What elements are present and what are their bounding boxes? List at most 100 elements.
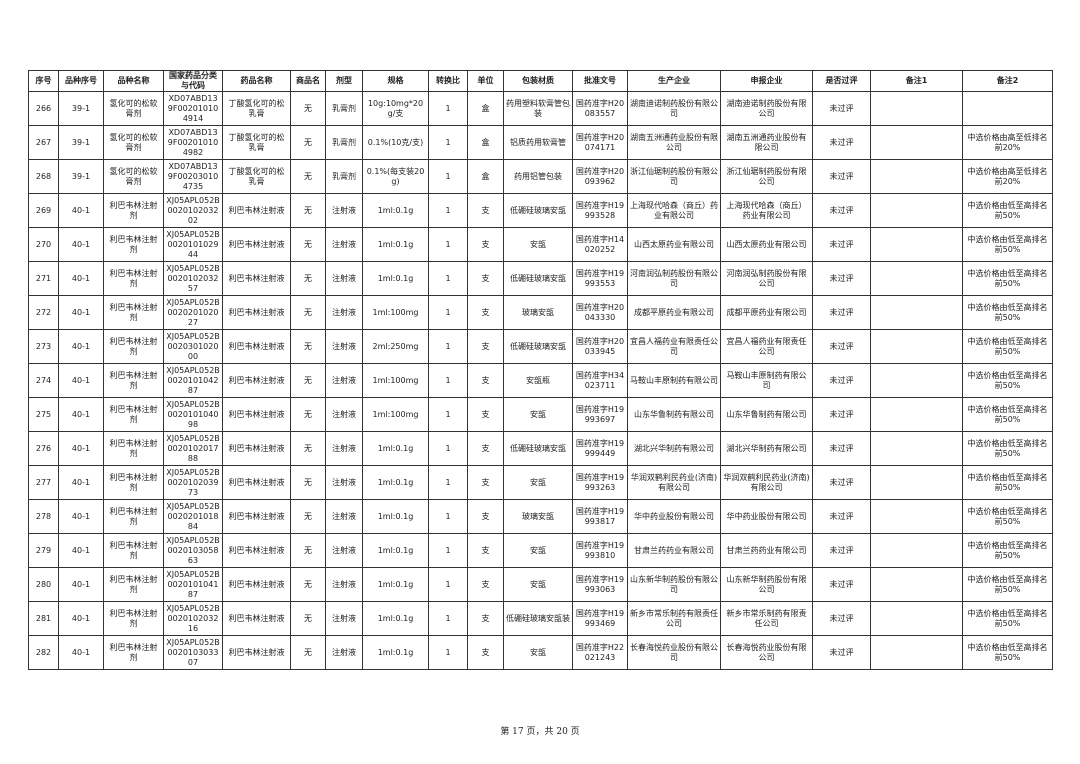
- table-cell: 新乡市常乐制药有限责任公司: [720, 601, 813, 636]
- table-cell: 利巴韦林注射剂: [103, 329, 164, 364]
- table-cell: 39-1: [58, 159, 104, 194]
- table-row: 277 40-1 利巴韦林注射剂 XJ05APL052B002010203973 利巴韦…: [28, 465, 1053, 500]
- table-cell: 安瓿: [503, 227, 573, 262]
- table-cell: 利巴韦林注射液: [222, 397, 291, 432]
- table-cell: 未过评: [812, 533, 871, 568]
- table-cell: 未过评: [812, 397, 871, 432]
- drug-table: 序号 品种序号 品种名称 国家药品分类与代码 药品名称 商品名 剂型 规格 转换比 单位 包装材质批…: [28, 70, 1053, 670]
- table-cell: 湖北兴华制药有限公司: [720, 431, 813, 466]
- table-cell: 无: [290, 533, 326, 568]
- table-cell: 丁酸氢化可的松乳膏: [222, 125, 291, 160]
- table-cell: 中选价格由低至高排名前50%: [962, 465, 1053, 500]
- table-cell: 1: [428, 193, 468, 228]
- table-cell: 药用塑料软膏管包装: [503, 91, 573, 126]
- table-cell: 1ml:100mg: [362, 363, 429, 398]
- table-cell: 无: [290, 91, 326, 126]
- table-cell: 利巴韦林注射液: [222, 431, 291, 466]
- table-cell: 未过评: [812, 261, 871, 296]
- table-cell: 国药准字H14020252: [572, 227, 628, 262]
- table-cell: 湖北兴华制药有限公司: [627, 431, 721, 466]
- table-row: 282 40-1 利巴韦林注射剂 XJ05APL052B002010303307 利巴韦…: [28, 635, 1053, 670]
- table-cell: 利巴韦林注射剂: [103, 431, 164, 466]
- table-cell: 安瓿: [503, 465, 573, 500]
- table-cell: 华中药业股份有限公司: [627, 499, 721, 534]
- table-cell: 1: [428, 227, 468, 262]
- table-cell: 甘肃兰药药业有限公司: [720, 533, 813, 568]
- table-cell: 无: [290, 363, 326, 398]
- table-cell: 利巴韦林注射液: [222, 601, 291, 636]
- table-cell: 无: [290, 601, 326, 636]
- header-cell: 批准文号: [572, 70, 628, 92]
- table-row: 268 39-1 氢化可的松软膏剂 XD07ABD139F002030104735 丁酸…: [28, 159, 1053, 194]
- table-cell: 华中药业股份有限公司: [720, 499, 813, 534]
- table-cell: XJ05APL052B002020101884: [163, 499, 223, 534]
- header-cell: 备注1: [870, 70, 963, 92]
- table-cell: 注射液: [325, 431, 363, 466]
- table-cell: 国药准字H19993063: [572, 567, 628, 602]
- table-cell: 未过评: [812, 635, 871, 670]
- header-cell: 单位: [467, 70, 504, 92]
- table-cell: 支: [467, 635, 504, 670]
- table-cell: [870, 465, 963, 500]
- table-row: 279 40-1 利巴韦林注射剂 XJ05APL052B002010305863 利巴韦…: [28, 533, 1053, 568]
- table-row: 266 39-1 氢化可的松软膏剂 XD07ABD139F002010104914 丁酸…: [28, 91, 1053, 126]
- table-cell: [962, 91, 1053, 126]
- table-cell: 1: [428, 261, 468, 296]
- table-cell: 低硼硅玻璃安瓿装: [503, 601, 573, 636]
- table-cell: 山西太原药业有限公司: [627, 227, 721, 262]
- header-row: 序号 品种序号 品种名称 国家药品分类与代码 药品名称 商品名 剂型 规格 转换比 单位 包装材质批…: [28, 70, 1053, 92]
- header-cell: 生产企业: [627, 70, 721, 92]
- table-cell: 湖南五洲通药业股份有限公司: [720, 125, 813, 160]
- table-cell: 1: [428, 295, 468, 330]
- table-cell: 无: [290, 159, 326, 194]
- table-cell: [870, 533, 963, 568]
- table-cell: 1ml:100mg: [362, 295, 429, 330]
- table-cell: XJ05APL052B002010104098: [163, 397, 223, 432]
- table-cell: 利巴韦林注射剂: [103, 465, 164, 500]
- table-cell: 无: [290, 329, 326, 364]
- table-cell: XD07ABD139F002010104914: [163, 91, 223, 126]
- table-cell: 支: [467, 499, 504, 534]
- table-cell: 河南润弘制药股份有限公司: [627, 261, 721, 296]
- table-cell: 河南润弘制药股份有限公司: [720, 261, 813, 296]
- header-cell: 药品名称: [222, 70, 291, 92]
- table-cell: 中选价格由低至高排名前50%: [962, 193, 1053, 228]
- table-cell: 利巴韦林注射液: [222, 499, 291, 534]
- table-cell: 利巴韦林注射剂: [103, 397, 164, 432]
- table-cell: 注射液: [325, 635, 363, 670]
- table-cell: 氢化可的松软膏剂: [103, 159, 164, 194]
- table-cell: 中选价格由低至高排名前50%: [962, 227, 1053, 262]
- table-cell: 272: [28, 295, 59, 330]
- table-cell: 注射液: [325, 363, 363, 398]
- table-cell: 湖南迪诺制药股份有限公司: [720, 91, 813, 126]
- table-cell: XJ05APL052B002010203257: [163, 261, 223, 296]
- table-cell: 利巴韦林注射剂: [103, 533, 164, 568]
- table-cell: 上海现代哈森（商丘）药业有限公司: [627, 193, 721, 228]
- table-cell: XJ05APL052B002010305863: [163, 533, 223, 568]
- table-row: 281 40-1 利巴韦林注射剂 XJ05APL052B002010203216 利巴韦…: [28, 601, 1053, 636]
- table-cell: 注射液: [325, 397, 363, 432]
- table-cell: 安瓿: [503, 397, 573, 432]
- table-cell: [870, 329, 963, 364]
- table-cell: [870, 635, 963, 670]
- header-cell: 品种序号: [58, 70, 104, 92]
- table-row: 269 40-1 利巴韦林注射剂 XJ05APL052B002010203202 利巴韦…: [28, 193, 1053, 228]
- page-footer: 第 17 页，共 20 页: [500, 727, 580, 737]
- table-cell: 2ml:250mg: [362, 329, 429, 364]
- table-cell: 1: [428, 567, 468, 602]
- table-row: 274 40-1 利巴韦林注射剂 XJ05APL052B002010104287 利巴韦…: [28, 363, 1053, 398]
- table-cell: XJ05APL052B002020102027: [163, 295, 223, 330]
- table-cell: 国药准字H20074171: [572, 125, 628, 160]
- table-cell: [870, 125, 963, 160]
- table-cell: XD07ABD139F002010104982: [163, 125, 223, 160]
- table-cell: 中选价格由低至高排名前50%: [962, 363, 1053, 398]
- table-cell: 利巴韦林注射液: [222, 261, 291, 296]
- table-cell: 注射液: [325, 193, 363, 228]
- table-cell: 40-1: [58, 227, 104, 262]
- table-cell: 未过评: [812, 567, 871, 602]
- table-cell: 国药准字H19993817: [572, 499, 628, 534]
- table-cell: 国药准字H19993810: [572, 533, 628, 568]
- table-cell: [870, 91, 963, 126]
- table-cell: 0.1%(10克/支): [362, 125, 429, 160]
- table-cell: 利巴韦林注射液: [222, 363, 291, 398]
